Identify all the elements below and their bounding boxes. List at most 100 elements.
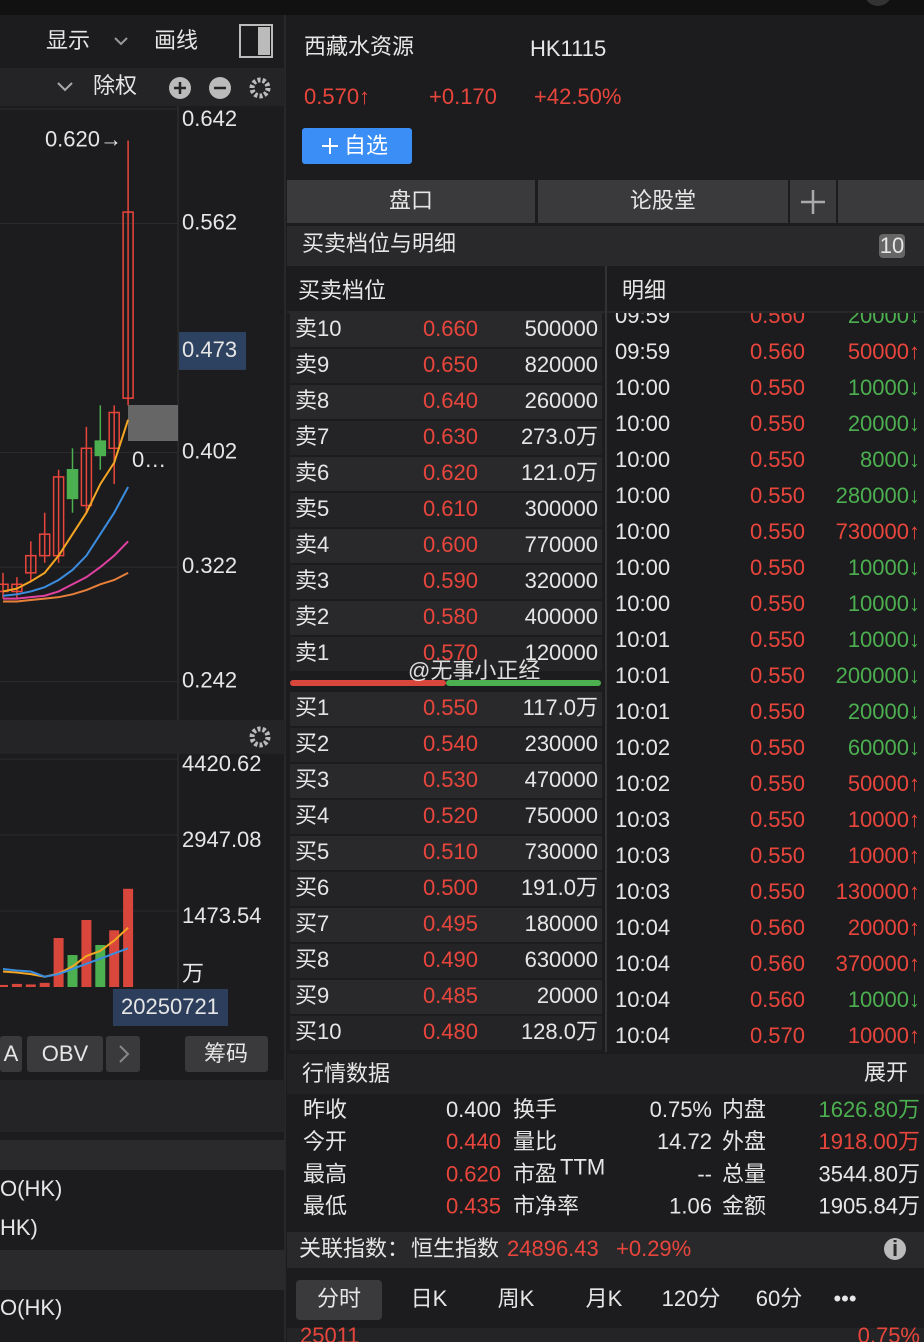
trade-time: 10:00 — [615, 375, 670, 400]
adjust-button[interactable]: 除权 — [93, 73, 137, 98]
book-volume: 730000 — [525, 839, 598, 864]
market-value: 1918.00万 — [818, 1129, 920, 1154]
book-volume: 400000 — [525, 604, 598, 629]
y-tick-label: 4420.62 — [182, 751, 262, 776]
trade-time: 10:04 — [615, 1023, 670, 1048]
book-price: 0.550 — [423, 695, 478, 720]
book-level: 卖1 — [295, 640, 329, 665]
market-label: 外盘 — [722, 1129, 766, 1154]
book-row — [290, 457, 602, 491]
watch-button[interactable] — [302, 128, 412, 164]
market-label: 市盈 — [513, 1161, 557, 1186]
trade-price: 0.550 — [750, 663, 805, 688]
book-level: 买3 — [295, 767, 329, 792]
y-tick-label: 0.562 — [182, 209, 237, 234]
related-value: 24896.43 — [507, 1236, 599, 1261]
trade-price: 0.550 — [750, 735, 805, 760]
trade-time: 10:01 — [615, 699, 670, 724]
tab[interactable]: 盘口 — [389, 188, 433, 213]
related-change: +0.29% — [616, 1236, 691, 1261]
trade-time: 10:00 — [615, 447, 670, 472]
expand-button[interactable]: 展开 — [864, 1060, 908, 1085]
book-level: 买6 — [295, 875, 329, 900]
book-row — [290, 1016, 602, 1050]
book-row — [290, 764, 602, 798]
watch-label[interactable]: 自选 — [344, 133, 388, 158]
period-tab[interactable]: 周K — [498, 1286, 535, 1311]
trade-volume: 10000↓ — [848, 627, 920, 652]
display-button[interactable]: 显示 — [46, 28, 90, 53]
period-tab[interactable]: 60分 — [756, 1286, 802, 1311]
trade-time: 10:02 — [615, 735, 670, 760]
period-tab[interactable]: 分时 — [317, 1286, 361, 1311]
trade-volume: 50000↑ — [848, 339, 920, 364]
book-row — [290, 836, 602, 870]
book-price: 0.580 — [423, 604, 478, 629]
volume-unit: 万 — [182, 961, 204, 986]
related-label: 关联指数： — [299, 1236, 409, 1261]
draw-button[interactable]: 画线 — [154, 28, 198, 53]
market-value: 0.440 — [446, 1129, 501, 1154]
trade-time: 10:02 — [615, 771, 670, 796]
period-tab[interactable]: 日K — [411, 1286, 448, 1311]
period-tab[interactable]: ••• — [833, 1286, 856, 1311]
trade-time: 10:03 — [615, 879, 670, 904]
volume-bar — [39, 982, 50, 987]
book-price: 0.630 — [423, 424, 478, 449]
book-volume: 128.0万 — [521, 1019, 598, 1044]
trades-title: 明细 — [622, 278, 666, 303]
chips-tab[interactable]: 筹码 — [204, 1041, 248, 1066]
trade-price: 0.560 — [750, 303, 805, 328]
candle-body — [108, 411, 120, 450]
indicator-tab[interactable]: OBV — [42, 1041, 89, 1066]
trade-price: 0.550 — [750, 879, 805, 904]
book-row — [290, 565, 602, 599]
book-level: 卖6 — [295, 460, 329, 485]
trade-volume: 20000↓ — [848, 411, 920, 436]
book-volume: 500000 — [525, 316, 598, 341]
last-price: 0.570↑ — [304, 84, 370, 109]
trade-volume: 730000↑ — [836, 519, 920, 544]
book-price: 0.490 — [423, 947, 478, 972]
stock-code: HK1115 — [530, 36, 606, 61]
trade-price: 0.570 — [750, 1023, 805, 1048]
trade-volume: 10000↑ — [848, 807, 920, 832]
book-level: 卖5 — [295, 496, 329, 521]
book-volume: 750000 — [525, 803, 598, 828]
trade-volume: 60000↓ — [848, 735, 920, 760]
y-tick-label: 2947.08 — [182, 827, 262, 852]
moving-average — [3, 540, 129, 600]
depth-badge[interactable]: 10 — [880, 233, 904, 258]
trade-volume: 200000↓ — [836, 663, 920, 688]
y-tick-label: 0.402 — [182, 438, 237, 463]
tab[interactable]: 论股堂 — [630, 188, 696, 213]
market-value: 0.435 — [446, 1194, 501, 1219]
y-tick-label: 0.642 — [182, 106, 237, 131]
book-volume: 191.0万 — [521, 875, 598, 900]
trade-price: 0.550 — [750, 843, 805, 868]
book-level: 卖2 — [295, 604, 329, 629]
book-price: 0.650 — [423, 352, 478, 377]
indicator-tab[interactable]: A — [4, 1041, 19, 1066]
market-label: 今开 — [303, 1129, 347, 1154]
trade-volume: 20000↑ — [848, 915, 920, 940]
market-label: 总量 — [722, 1161, 766, 1186]
trade-price: 0.550 — [750, 483, 805, 508]
trade-volume: 280000↓ — [836, 483, 920, 508]
book-volume: 117.0万 — [523, 695, 598, 720]
period-tab[interactable]: 月K — [586, 1286, 623, 1311]
period-tab[interactable]: 120分 — [662, 1286, 721, 1311]
trade-price: 0.560 — [750, 987, 805, 1012]
volume-average — [2, 926, 129, 978]
market-value: 0.620 — [446, 1161, 501, 1186]
market-label: 内盘 — [722, 1097, 766, 1122]
candle-body — [94, 440, 107, 457]
volume-bar — [123, 888, 134, 987]
book-row — [290, 601, 602, 635]
book-volume: 230000 — [525, 731, 598, 756]
book-level: 卖3 — [295, 568, 329, 593]
price-change-pct: +42.50% — [534, 84, 621, 109]
current-price-box — [179, 331, 246, 370]
trade-price: 0.550 — [750, 807, 805, 832]
book-level: 买2 — [295, 731, 329, 756]
